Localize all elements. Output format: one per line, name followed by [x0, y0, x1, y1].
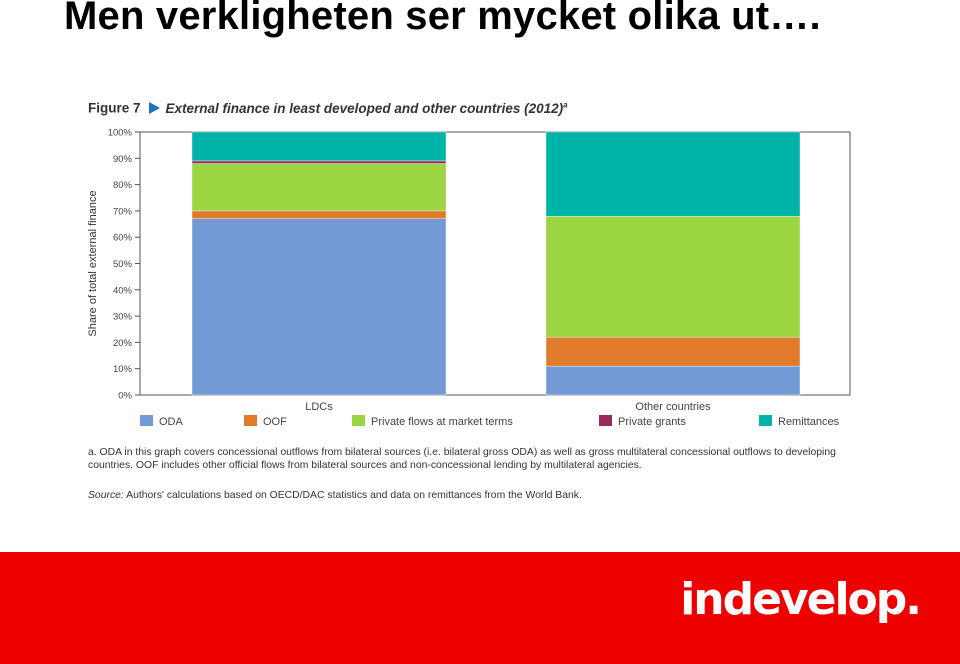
stacked-bar-chart: 0% 10% 20% 30% 40% 50% 60% 70% 80% 90% 100% Share o…	[87, 128, 851, 428]
legend-label: OOF	[263, 416, 287, 428]
category-label: LDCs	[305, 401, 333, 413]
play-arrow-icon	[148, 101, 160, 114]
source-label: Source:	[88, 490, 124, 501]
y-tick-label: 60%	[113, 233, 133, 244]
y-tick-label: 70%	[113, 206, 133, 217]
figure-source: Source: Authors' calculations based on O…	[88, 489, 858, 502]
y-tick-label: 20%	[113, 338, 133, 349]
y-axis-title: Share of total external finance	[87, 190, 99, 336]
bar-segment	[545, 365, 801, 396]
bar-segment	[545, 215, 801, 338]
y-tick-label: 10%	[113, 364, 133, 375]
figure-label: Figure 7	[88, 100, 141, 116]
legend-swatch	[759, 415, 772, 426]
category-label: Other countries	[635, 401, 711, 413]
legend-swatch	[244, 415, 257, 426]
figure-header: Figure 7 External finance in least develo…	[88, 100, 568, 116]
slide-title: Men verkligheten ser mycket olika ut….	[64, 0, 821, 38]
y-tick-label: 40%	[113, 285, 133, 296]
legend-label: Private flows at market terms	[371, 416, 513, 428]
bar-segment	[545, 131, 801, 217]
source-text: Authors' calculations based on OECD/DAC …	[126, 490, 582, 501]
legend-swatch	[140, 415, 153, 426]
y-tick-label: 30%	[113, 312, 133, 323]
bar-segment	[191, 218, 447, 396]
legend-label: ODA	[159, 416, 184, 428]
y-tick-label: 100%	[108, 128, 133, 139]
legend-swatch	[352, 415, 365, 426]
bar-segment	[191, 160, 447, 164]
legend-label: Remittances	[778, 416, 840, 428]
figure-note: a. ODA in this graph covers concessional…	[88, 447, 836, 471]
bar-segment	[191, 210, 447, 219]
figure-title: External finance in least developed and …	[165, 100, 568, 116]
bar-segment	[191, 131, 447, 162]
legend-swatch	[599, 415, 612, 426]
y-tick-label: 50%	[113, 259, 133, 270]
bar-segment	[545, 336, 801, 367]
y-tick-label: 90%	[113, 154, 133, 165]
y-tick-label: 80%	[113, 180, 133, 191]
legend-label: Private grants	[618, 416, 686, 428]
footer-band: indevelop.	[0, 552, 960, 664]
brand-logo: indevelop.	[680, 574, 922, 625]
bar-segment	[191, 163, 447, 212]
y-tick-label: 0%	[118, 391, 132, 402]
figure-panel: Figure 7 External finance in least develo…	[84, 96, 864, 516]
